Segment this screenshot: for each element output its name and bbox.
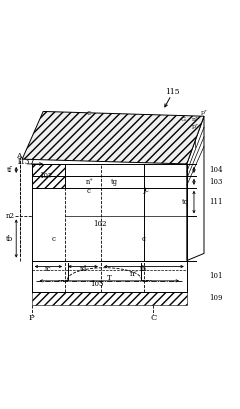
- Polygon shape: [187, 116, 204, 261]
- Text: P: P: [29, 315, 35, 322]
- Text: jc: jc: [143, 186, 149, 194]
- Text: 102: 102: [93, 220, 107, 228]
- Text: c: c: [87, 109, 91, 117]
- Text: p⁺: p⁺: [201, 110, 209, 115]
- Text: td: td: [79, 265, 87, 273]
- Text: tc: tc: [45, 265, 52, 273]
- Polygon shape: [32, 164, 65, 188]
- Text: 115: 115: [165, 88, 180, 97]
- Text: 103: 103: [210, 178, 223, 186]
- Text: n⁺: n⁺: [86, 178, 94, 186]
- Text: 107: 107: [39, 172, 53, 180]
- Text: tb: tb: [6, 234, 13, 243]
- Text: 113: 113: [16, 157, 30, 166]
- Text: p⁺: p⁺: [192, 124, 199, 129]
- Polygon shape: [32, 292, 187, 305]
- Text: A: A: [16, 152, 21, 160]
- Text: T: T: [107, 274, 112, 283]
- Text: 111: 111: [210, 198, 223, 206]
- Text: C: C: [150, 315, 156, 322]
- Text: 101: 101: [210, 272, 223, 280]
- Polygon shape: [22, 111, 204, 164]
- Text: 105: 105: [90, 281, 104, 288]
- Text: n⁻: n⁻: [130, 270, 139, 278]
- Text: c: c: [87, 187, 91, 196]
- Text: th: th: [140, 265, 148, 273]
- Text: n⁺: n⁺: [192, 117, 199, 122]
- Text: c: c: [142, 234, 146, 243]
- Text: G: G: [181, 117, 186, 122]
- Text: n2: n2: [5, 212, 14, 220]
- Text: 109: 109: [210, 294, 223, 302]
- Text: tg: tg: [111, 178, 118, 186]
- Text: tf: tf: [7, 166, 12, 174]
- Text: tq: tq: [182, 198, 189, 206]
- Text: 104: 104: [210, 166, 223, 174]
- Text: c: c: [51, 234, 55, 243]
